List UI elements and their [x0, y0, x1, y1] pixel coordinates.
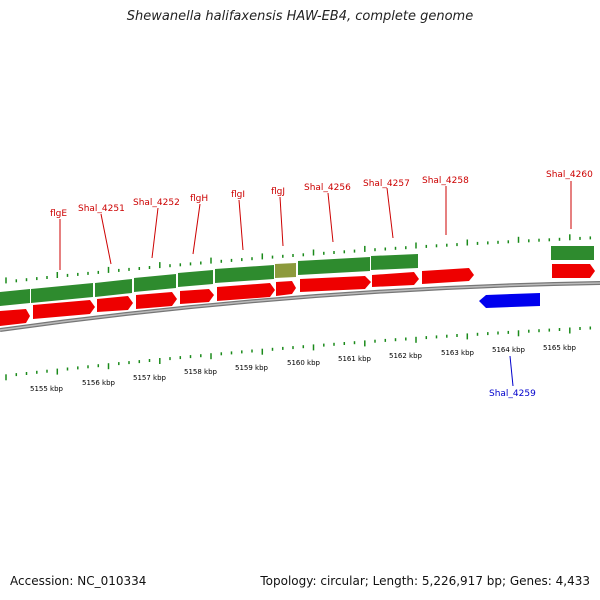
gene-arrow[interactable] — [422, 268, 474, 284]
gene-block[interactable] — [215, 265, 274, 283]
map-title: Shewanella halifaxensis HAW-EB4, complet… — [126, 9, 474, 24]
gene-label[interactable]: Shal_4258 — [422, 176, 469, 186]
kbp-label: 5155 kbp — [30, 385, 64, 393]
gene-block[interactable] — [371, 254, 418, 270]
gene-label[interactable]: flgI — [231, 190, 245, 200]
kbp-label: 5156 kbp — [82, 379, 116, 387]
kbp-label: 5160 kbp — [287, 359, 321, 367]
gene-block[interactable] — [551, 246, 594, 260]
gene-block[interactable] — [178, 270, 213, 287]
gene-block[interactable] — [0, 289, 30, 306]
gene-label-blue[interactable]: Shal_4259 — [489, 389, 536, 399]
kbp-label: 5162 kbp — [389, 352, 423, 360]
gene-label[interactable]: flgJ — [271, 187, 285, 197]
gene-label[interactable]: Shal_4260 — [546, 170, 593, 180]
gene-arrow[interactable] — [300, 276, 371, 292]
forward-genes — [0, 246, 594, 306]
gene-arrow[interactable] — [97, 296, 133, 312]
gene-arrow[interactable] — [372, 272, 419, 287]
gene-block[interactable] — [31, 283, 93, 303]
gene-arrow[interactable] — [552, 264, 595, 278]
kbp-label: 5163 kbp — [441, 349, 475, 357]
label-leader-blue — [509, 355, 514, 387]
gene-arrow[interactable] — [180, 289, 214, 304]
gene-arrow[interactable] — [217, 283, 275, 301]
gene-label[interactable]: Shal_4257 — [363, 179, 410, 189]
gene-label[interactable]: flgE — [50, 209, 67, 219]
gene-block[interactable] — [275, 263, 296, 278]
kbp-label: 5158 kbp — [184, 368, 218, 376]
kbp-label: 5157 kbp — [133, 374, 167, 382]
gene-labels-top: flgE Shal_4251 Shal_4252 flgH flgI flgJ … — [50, 170, 593, 219]
reverse-genes — [0, 264, 595, 326]
kbp-labels: 5155 kbp 5156 kbp 5157 kbp 5158 kbp 5159… — [30, 344, 577, 393]
label-leaders — [59, 181, 572, 270]
gene-block[interactable] — [95, 279, 132, 297]
gene-label[interactable]: Shal_4252 — [133, 198, 180, 208]
kbp-label: 5161 kbp — [338, 355, 372, 363]
topology-text: Topology: circular; Length: 5,226,917 bp… — [260, 574, 590, 588]
blue-gene-arrow[interactable] — [479, 293, 540, 308]
lower-ruler-ticks — [5, 326, 592, 381]
gene-arrow[interactable] — [33, 300, 95, 319]
gene-arrow[interactable] — [0, 309, 30, 326]
accession-text: Accession: NC_010334 — [10, 574, 147, 588]
gene-label[interactable]: Shal_4251 — [78, 204, 125, 214]
gene-label[interactable]: Shal_4256 — [304, 183, 351, 193]
kbp-label: 5165 kbp — [543, 344, 577, 352]
genome-backbone-highlight — [0, 282, 600, 331]
gene-block[interactable] — [134, 274, 176, 292]
gene-block[interactable] — [298, 257, 370, 275]
gene-label[interactable]: flgH — [190, 194, 208, 204]
gene-arrow[interactable] — [276, 281, 296, 296]
kbp-label: 5159 kbp — [235, 364, 269, 372]
upper-ruler-ticks — [5, 234, 592, 284]
gene-arrow[interactable] — [136, 292, 177, 309]
kbp-label: 5164 kbp — [492, 346, 526, 354]
